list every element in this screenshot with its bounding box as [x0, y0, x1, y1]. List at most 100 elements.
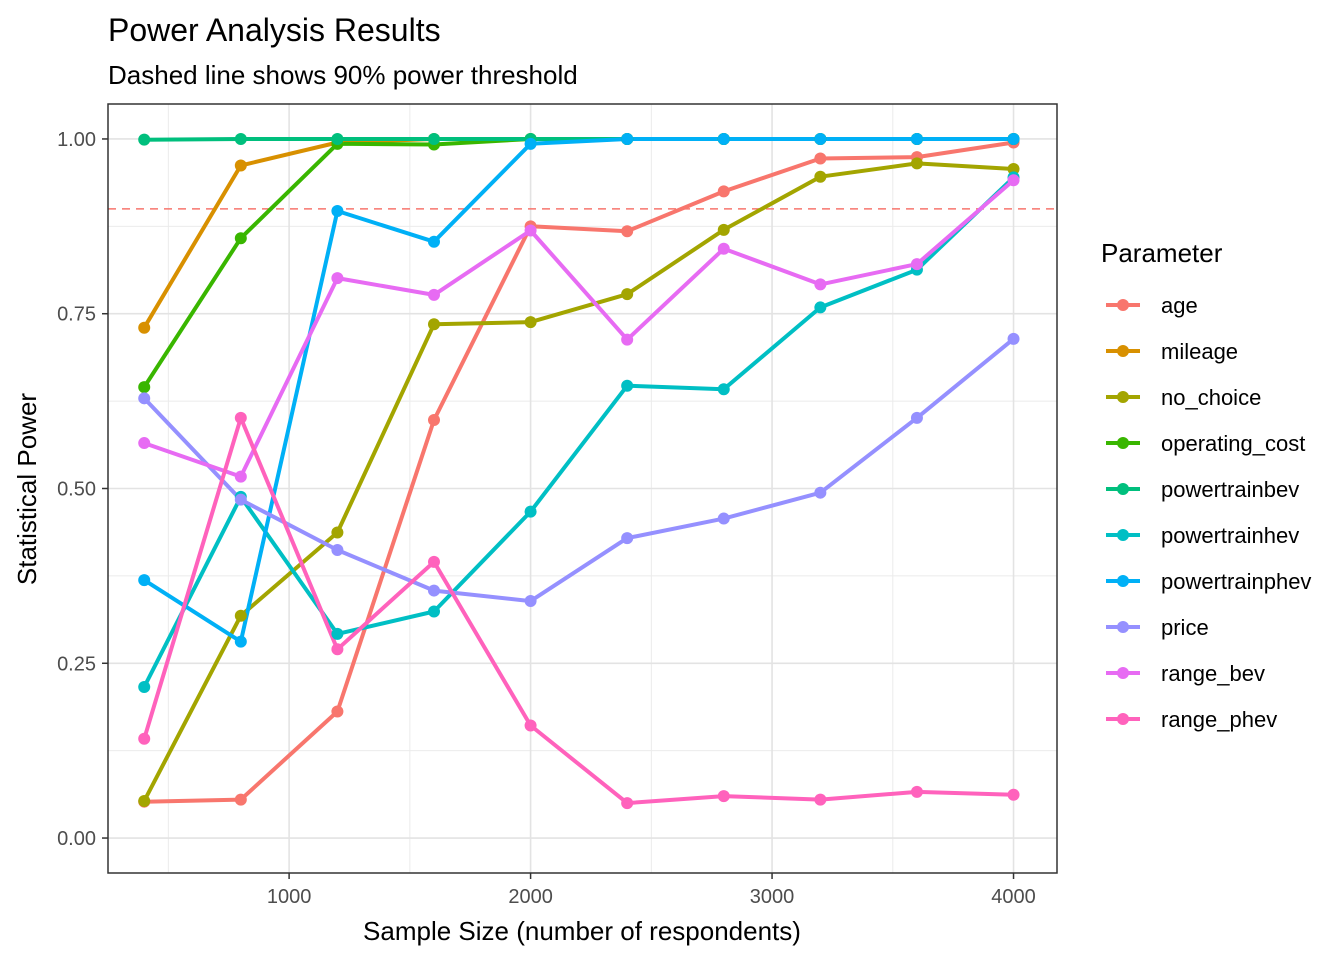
data-point-no_choice — [910, 157, 923, 170]
data-point-range_bev — [234, 470, 247, 483]
data-point-age — [814, 152, 827, 165]
series-line-range_bev — [142, 178, 1016, 479]
y-tick-label: 0.00 — [57, 828, 96, 850]
data-point-price — [621, 532, 634, 545]
data-point-powertrainphev — [717, 132, 730, 145]
data-point-powertrainhev — [814, 301, 827, 314]
legend-key-point — [1117, 391, 1129, 403]
legend-item-powertrainphev: powertrainphev — [1106, 569, 1311, 594]
data-point-range_bev — [621, 333, 634, 346]
data-point-powertrainphev — [234, 635, 247, 648]
data-point-range_phev — [717, 790, 730, 803]
legend-item-operating_cost: operating_cost — [1106, 431, 1305, 456]
legend-key-point — [1117, 575, 1129, 587]
legend-label: mileage — [1161, 339, 1238, 364]
data-point-range_phev — [910, 785, 923, 798]
series-lines — [142, 137, 1016, 806]
data-point-price — [427, 584, 440, 597]
legend-key-point — [1117, 437, 1129, 449]
data-point-powertrainhev — [427, 605, 440, 618]
data-point-price — [910, 411, 923, 424]
legend-key-point — [1117, 529, 1129, 541]
legend-item-powertrainhev: powertrainhev — [1106, 523, 1299, 548]
data-point-price — [138, 392, 151, 405]
legend-label: powertrainbev — [1161, 477, 1299, 502]
legend-label: operating_cost — [1161, 431, 1305, 456]
legend-key-point — [1117, 667, 1129, 679]
data-point-no_choice — [1007, 163, 1020, 176]
data-point-powertrainhev — [717, 383, 730, 396]
series-line-powertrainhev — [142, 175, 1016, 689]
data-point-powertrainphev — [1007, 132, 1020, 145]
data-point-price — [814, 486, 827, 499]
x-axis: 1000 2000 3000 4000 — [267, 873, 1036, 908]
data-point-powertrainhev — [331, 627, 344, 640]
data-point-range_phev — [427, 555, 440, 568]
y-tick-label: 0.75 — [57, 304, 96, 326]
y-tick-label: 1.00 — [57, 129, 96, 151]
data-point-no_choice — [814, 170, 827, 183]
data-point-age — [234, 793, 247, 806]
data-point-powertrainphev — [814, 132, 827, 145]
chart-title: Power Analysis Results — [108, 12, 441, 48]
x-tick-label: 2000 — [508, 886, 553, 908]
data-point-price — [717, 512, 730, 525]
data-point-range_phev — [1007, 788, 1020, 801]
data-point-age — [621, 225, 634, 238]
data-point-powertrainhev — [138, 681, 151, 694]
data-point-range_bev — [524, 224, 537, 237]
data-point-range_phev — [621, 797, 634, 810]
legend-item-age: age — [1106, 293, 1198, 318]
data-point-no_choice — [717, 223, 730, 236]
major-gridlines — [108, 104, 1057, 873]
legend-title: Parameter — [1101, 238, 1223, 268]
legend-label: powertrainhev — [1161, 523, 1299, 548]
data-point-range_phev — [331, 643, 344, 656]
data-point-range_bev — [910, 258, 923, 271]
data-point-range_phev — [138, 732, 151, 745]
series-line-age — [142, 140, 1016, 804]
data-point-powertrainphev — [910, 132, 923, 145]
series-line-powertrainphev — [142, 137, 1016, 644]
legend-key-point — [1117, 713, 1129, 725]
legend-label: price — [1161, 615, 1209, 640]
data-point-price — [524, 595, 537, 608]
y-tick-label: 0.50 — [57, 479, 96, 501]
data-point-range_bev — [717, 242, 730, 255]
data-point-no_choice — [331, 526, 344, 539]
data-point-mileage — [234, 159, 247, 172]
data-point-range_phev — [234, 411, 247, 424]
legend-key-point — [1117, 621, 1129, 633]
legend-item-powertrainbev: powertrainbev — [1106, 477, 1299, 502]
legend-items: age mileage no_choice operating_costpowertr… — [1106, 293, 1311, 732]
data-point-powertrainbev — [331, 132, 344, 145]
legend-key-point — [1117, 483, 1129, 495]
series-line-range_phev — [142, 415, 1016, 806]
data-point-mileage — [138, 321, 151, 334]
data-point-price — [331, 544, 344, 557]
y-axis: 0.00 0.25 0.50 0.75 1.00 — [57, 129, 108, 850]
legend: Parameter age mileage no_choice operating_c… — [1101, 238, 1311, 732]
data-point-powertrainhev — [524, 505, 537, 518]
legend-label: powertrainphev — [1161, 569, 1311, 594]
data-point-range_bev — [331, 272, 344, 285]
data-point-age — [331, 705, 344, 718]
x-tick-label: 4000 — [991, 886, 1036, 908]
legend-item-mileage: mileage — [1106, 339, 1238, 364]
legend-key-point — [1117, 345, 1129, 357]
data-point-range_bev — [138, 437, 151, 450]
legend-item-price: price — [1106, 615, 1209, 640]
data-point-operating_cost — [138, 381, 151, 394]
data-point-operating_cost — [234, 232, 247, 245]
data-point-no_choice — [621, 288, 634, 301]
data-point-powertrainphev — [621, 132, 634, 145]
chart-subtitle: Dashed line shows 90% power threshold — [108, 60, 578, 90]
legend-item-no_choice: no_choice — [1106, 385, 1261, 410]
data-point-powertrainphev — [524, 137, 537, 150]
data-point-powertrainbev — [234, 132, 247, 145]
series-line-no_choice — [142, 161, 1016, 803]
data-point-range_bev — [814, 278, 827, 291]
plot-panel — [107, 103, 1058, 874]
data-point-no_choice — [138, 794, 151, 807]
